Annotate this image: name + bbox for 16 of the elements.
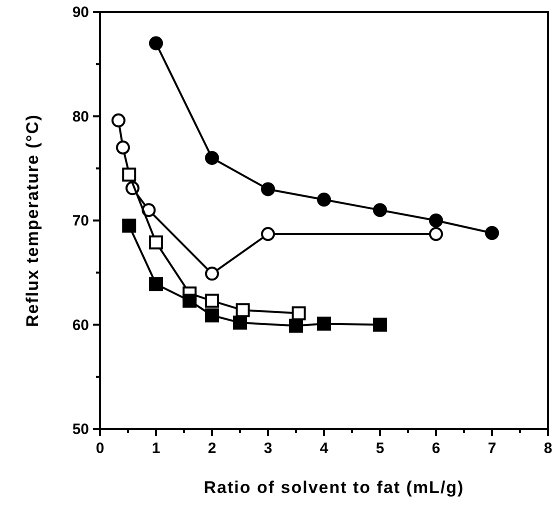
x-tick-label: 4 [320,440,329,457]
x-tick-label: 8 [544,440,552,457]
x-tick-label: 1 [152,440,160,457]
y-axis-title: Reflux temperature (°C) [23,114,42,328]
x-tick-label: 2 [208,440,216,457]
y-tick-label: 60 [72,316,89,334]
y-tick-label: 80 [72,108,89,126]
x-tick-label: 5 [376,440,384,457]
x-tick-label: 7 [488,440,496,457]
y-tick-label: 90 [72,4,89,21]
x-tick-label: 0 [96,440,104,457]
x-tick-label: 6 [432,440,440,457]
y-tick-label: 50 [72,421,89,438]
y-tick-label: 70 [72,212,89,230]
x-axis-title: Ratio of solvent to fat (mL/g) [204,478,464,497]
x-tick-label: 3 [264,440,272,457]
